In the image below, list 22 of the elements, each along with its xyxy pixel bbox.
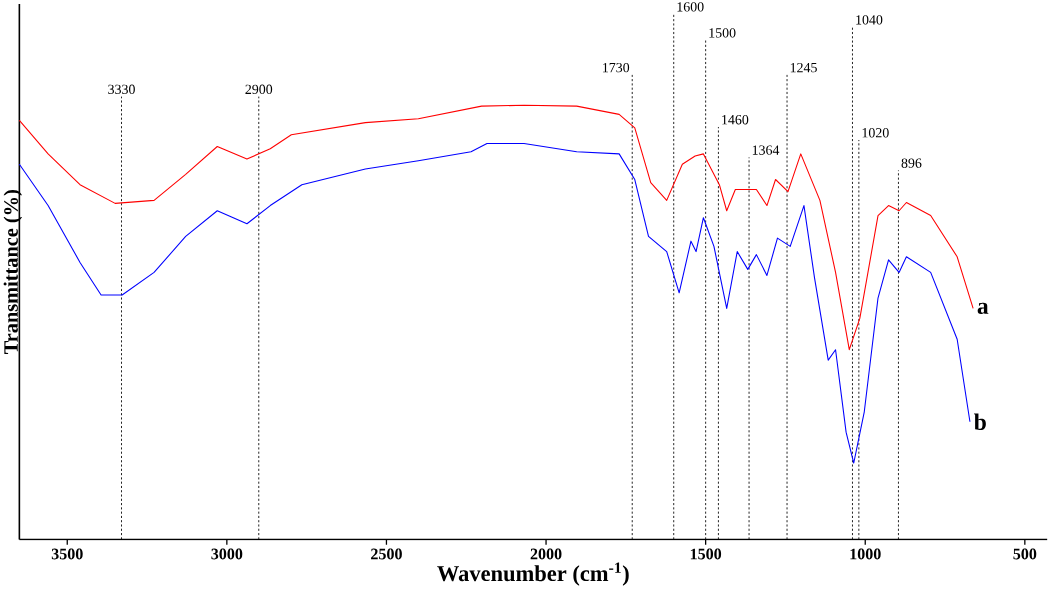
ref-line-label: 1500 xyxy=(709,28,736,38)
x-tick-label: 2000 xyxy=(530,548,562,560)
series-label: b xyxy=(974,413,986,430)
x-tick-label: 2500 xyxy=(371,548,402,560)
ref-line-label: 3330 xyxy=(108,84,135,94)
x-tick-label: 3000 xyxy=(211,548,243,560)
x-tick-label: 500 xyxy=(1013,548,1037,560)
y-axis-title: Transmittance (%) xyxy=(3,189,23,354)
ref-line-label: 1245 xyxy=(790,62,817,73)
ref-line-label: 1460 xyxy=(722,114,749,125)
x-tick-label: 1000 xyxy=(850,548,881,560)
x-axis-title: Wavenumber (cm$^{-1}$) xyxy=(437,562,629,586)
ref-line-label: 1730 xyxy=(603,62,630,73)
ref-line-label: 1600 xyxy=(677,2,704,12)
x-tick-label: 1500 xyxy=(690,548,722,560)
ref-line-label: 896 xyxy=(901,158,922,168)
x-tick-label: 3500 xyxy=(51,548,83,560)
ref-line-label: 1040 xyxy=(856,15,883,25)
ref-line-label: 1020 xyxy=(862,127,889,138)
ref-line-label: 1364 xyxy=(752,145,780,155)
series-label: a xyxy=(977,302,989,314)
ref-line-label: 2900 xyxy=(245,84,273,94)
